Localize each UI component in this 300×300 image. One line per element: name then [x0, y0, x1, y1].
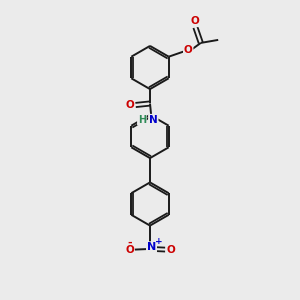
- Text: -: -: [127, 238, 132, 248]
- Text: O: O: [125, 244, 134, 255]
- Text: H: H: [138, 115, 146, 125]
- Text: N: N: [149, 115, 158, 125]
- Text: O: O: [184, 45, 193, 55]
- Text: N: N: [147, 242, 156, 252]
- Text: O: O: [190, 16, 199, 26]
- Text: +: +: [154, 237, 162, 246]
- Text: O: O: [125, 100, 134, 110]
- Text: O: O: [166, 244, 175, 255]
